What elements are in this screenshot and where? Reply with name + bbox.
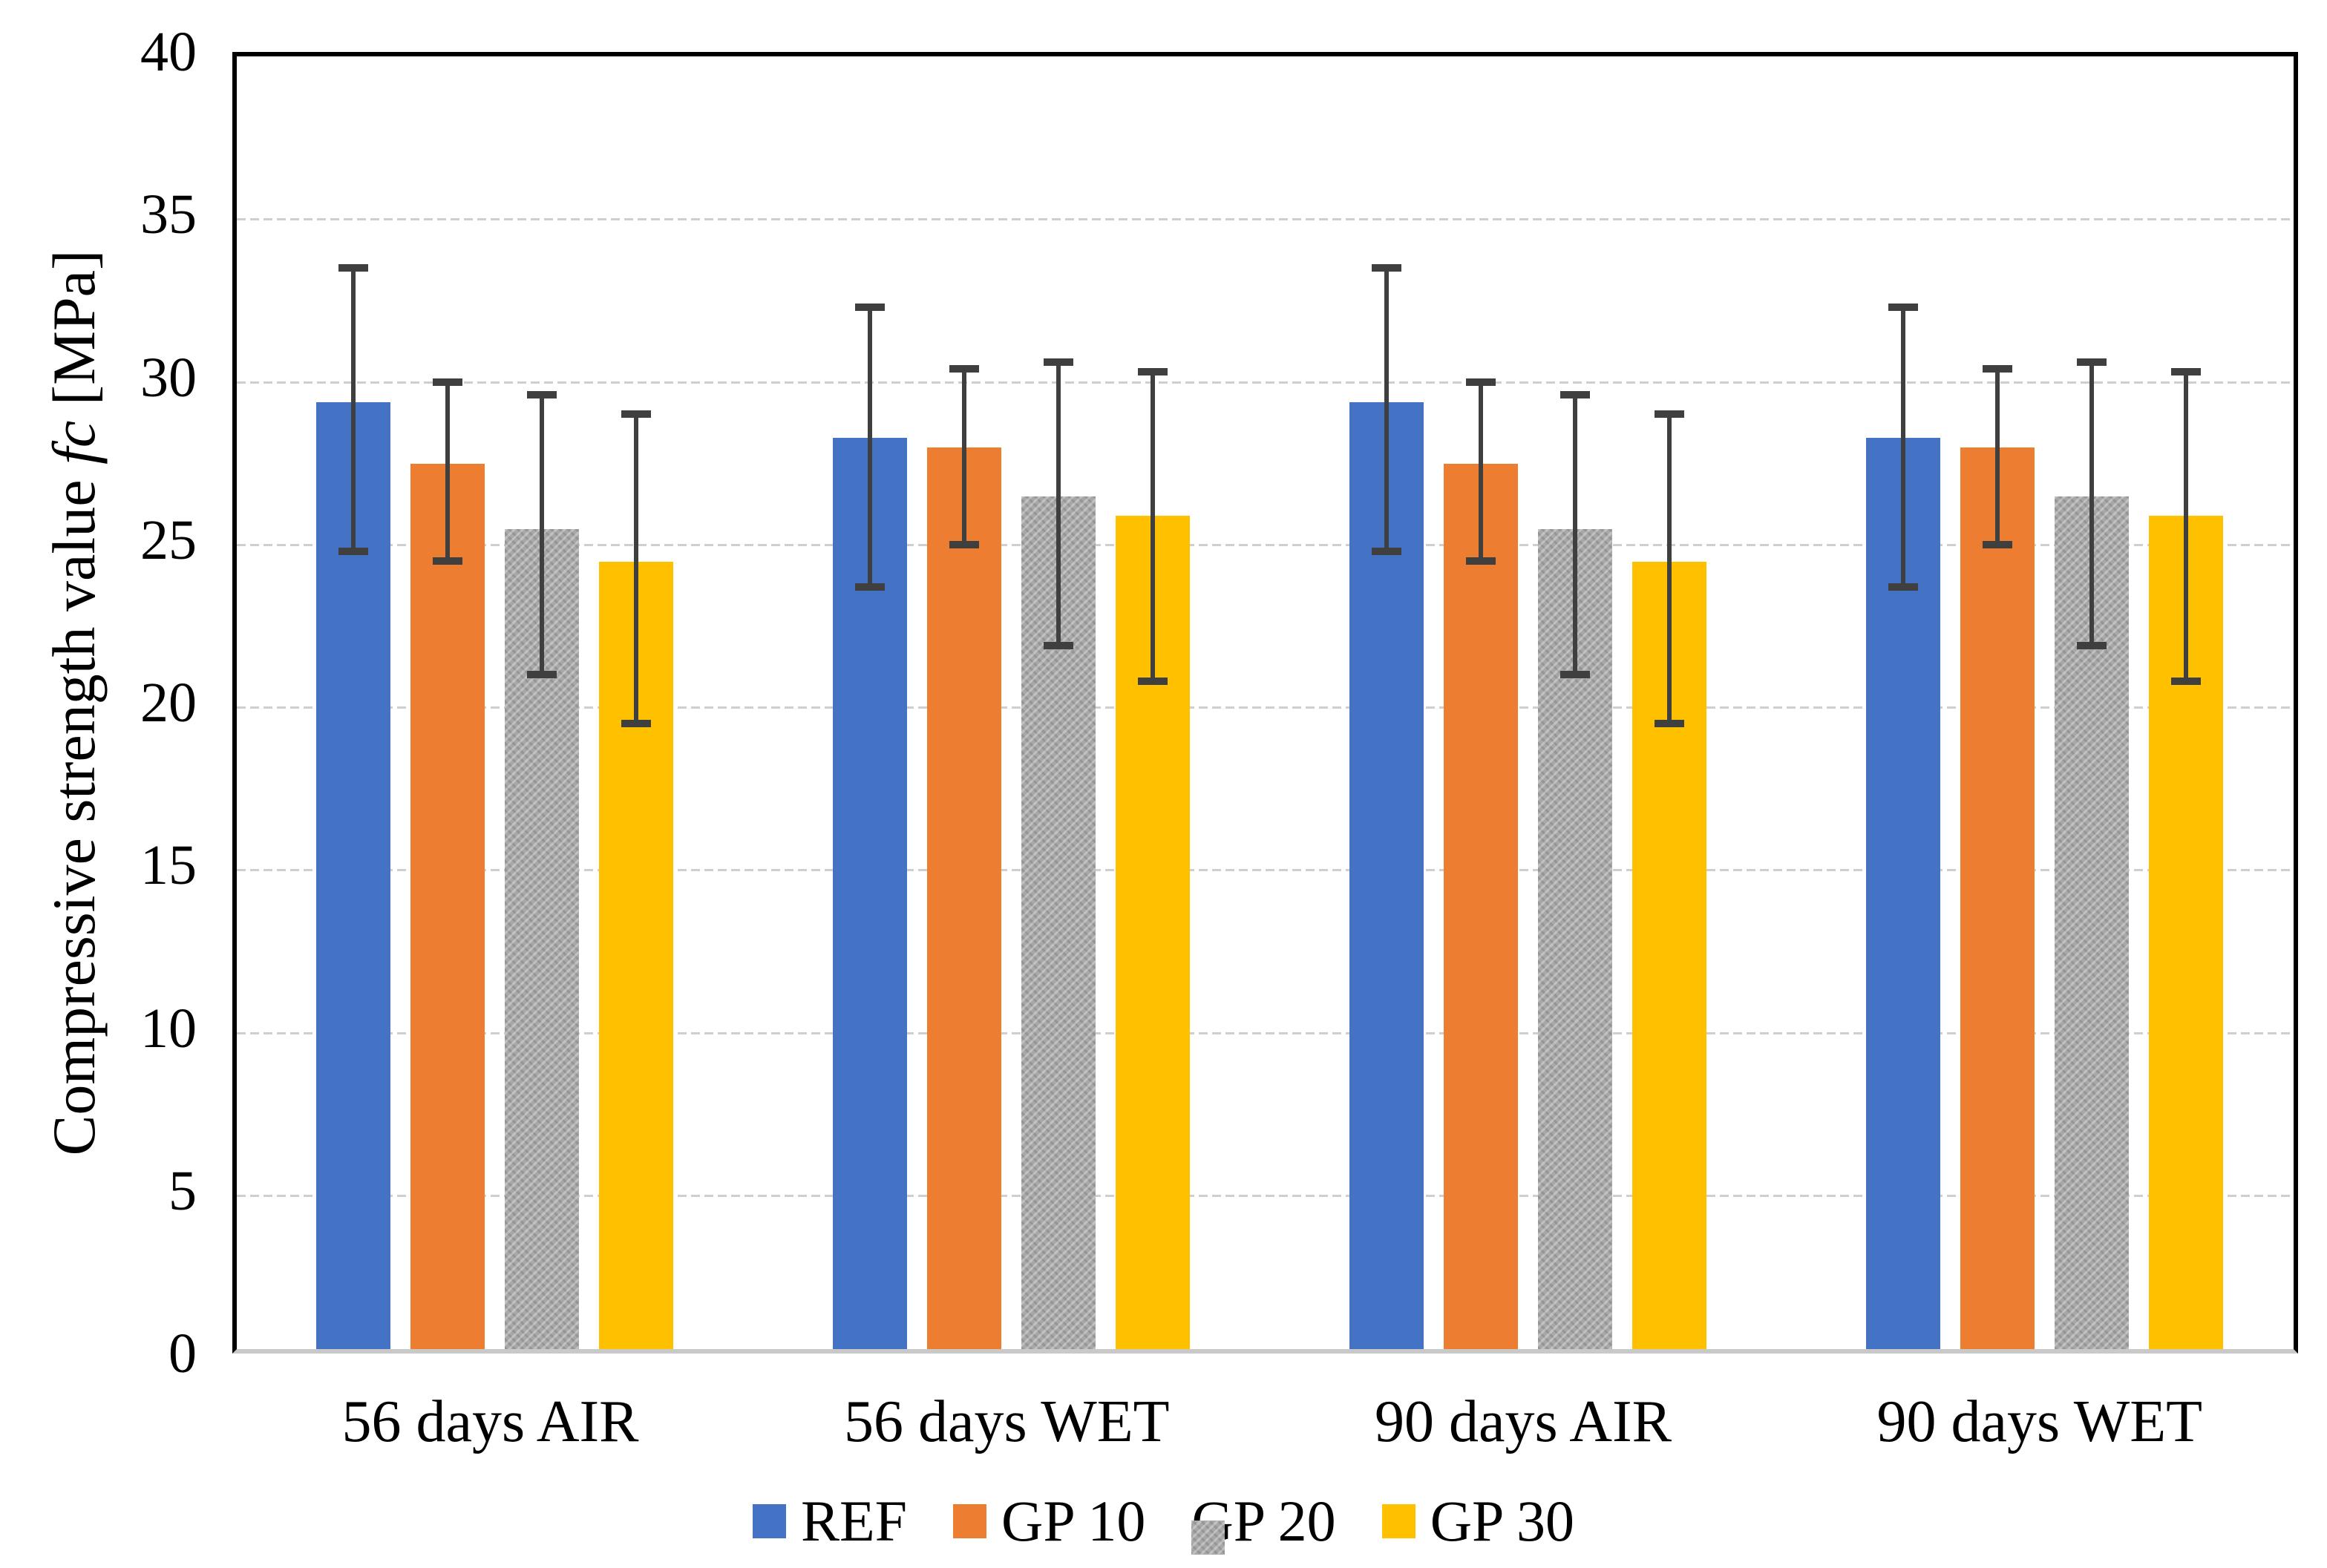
bar-gp-10-56-days-wet <box>927 447 1002 1349</box>
bar-ref-90-days-air <box>1349 401 1424 1349</box>
error-bar-ref-90-days-wet-cap-top <box>1888 303 1918 311</box>
error-bar-gp-30-90-days-air-cap-bottom <box>1654 719 1684 727</box>
error-bar-gp-10-56-days-wet-line <box>962 368 967 545</box>
legend-item-ref: REF <box>752 1488 908 1555</box>
error-bar-ref-56-days-wet-cap-top <box>855 303 886 311</box>
y-tick-label-35: 35 <box>140 183 197 246</box>
y-tick-label-10: 10 <box>140 997 197 1060</box>
gridline-30 <box>237 381 2294 384</box>
gridline-5 <box>237 1194 2294 1197</box>
error-bar-gp-30-56-days-air-line <box>634 414 639 724</box>
legend: REF GP 10 GP 20 GP 30 <box>0 1488 2327 1555</box>
error-bar-ref-90-days-air-cap-top <box>1371 264 1401 272</box>
x-axis-label-56-days-air: 56 days AIR <box>341 1389 639 1454</box>
y-tick-label-0: 0 <box>168 1322 197 1385</box>
error-bar-ref-56-days-wet-line <box>868 306 873 587</box>
error-bar-ref-56-days-air-line <box>351 268 356 551</box>
error-bar-gp-20-90-days-wet-cap-top <box>2076 358 2107 367</box>
legend-label-gp-10: GP 10 <box>1001 1489 1146 1553</box>
gridline-15 <box>237 869 2294 872</box>
gridline-10 <box>237 1031 2294 1034</box>
error-bar-gp-10-90-days-wet-cap-bottom <box>1982 540 2012 548</box>
error-bar-gp-30-56-days-air-cap-bottom <box>621 719 652 727</box>
bar-ref-56-days-air <box>316 401 391 1349</box>
error-bar-gp-10-90-days-air-line <box>1478 381 1483 561</box>
y-axis-title-fc: fc <box>40 420 108 465</box>
y-tick-label-20: 20 <box>140 672 197 734</box>
error-bar-gp-30-90-days-wet-cap-bottom <box>2170 677 2201 685</box>
error-bar-gp-20-90-days-wet-line <box>2089 362 2094 646</box>
error-bar-gp-30-56-days-wet-line <box>1151 372 1156 681</box>
gridline-25 <box>237 543 2294 546</box>
error-bar-gp-10-56-days-air-line <box>445 381 451 561</box>
error-bar-ref-90-days-air-cap-bottom <box>1371 547 1401 555</box>
gridline-20 <box>237 706 2294 709</box>
y-tick-label-40: 40 <box>140 21 197 83</box>
legend-marker-gp-10 <box>953 1504 987 1538</box>
error-bar-gp-20-56-days-wet-line <box>1056 362 1061 646</box>
error-bar-ref-56-days-wet-cap-bottom <box>855 583 886 591</box>
error-bar-gp-20-56-days-air-line <box>540 395 545 675</box>
error-bar-ref-56-days-air-cap-top <box>338 264 369 272</box>
error-bar-gp-20-90-days-wet-cap-bottom <box>2076 641 2107 649</box>
error-bar-gp-30-56-days-wet-cap-top <box>1138 368 1168 376</box>
error-bar-gp-10-90-days-wet-line <box>1994 368 2000 545</box>
legend-marker-ref <box>752 1504 786 1538</box>
error-bar-gp-10-90-days-air-cap-top <box>1465 378 1496 386</box>
error-bar-gp-30-90-days-wet-line <box>2183 372 2188 681</box>
gridline-35 <box>237 218 2294 221</box>
error-bar-gp-30-56-days-air-cap-top <box>621 410 652 419</box>
error-bar-gp-10-90-days-air-cap-bottom <box>1465 557 1496 565</box>
plot-area <box>232 52 2298 1354</box>
error-bar-ref-56-days-air-cap-bottom <box>338 547 369 555</box>
error-bar-gp-20-56-days-air-cap-bottom <box>527 671 557 679</box>
legend-marker-gp-20 <box>1191 1521 1225 1555</box>
x-axis-label-56-days-wet: 56 days WET <box>844 1389 1170 1454</box>
error-bar-gp-30-90-days-air-cap-top <box>1654 410 1684 419</box>
error-bar-gp-10-56-days-wet-cap-bottom <box>949 540 980 548</box>
legend-item-gp-10: GP 10 <box>953 1488 1145 1555</box>
error-bar-gp-10-90-days-wet-cap-top <box>1982 364 2012 373</box>
error-bar-gp-20-90-days-air-cap-bottom <box>1559 671 1590 679</box>
y-tick-label-25: 25 <box>140 508 197 571</box>
error-bar-gp-20-56-days-wet-cap-bottom <box>1044 641 1074 649</box>
error-bar-gp-10-56-days-wet-cap-top <box>949 364 980 373</box>
error-bar-gp-30-90-days-air-line <box>1666 414 1672 724</box>
bar-gp-20-90-days-air <box>1537 528 1612 1349</box>
error-bar-gp-20-56-days-air-cap-top <box>527 391 557 399</box>
error-bar-ref-90-days-air-line <box>1384 268 1389 551</box>
error-bar-ref-90-days-wet-cap-bottom <box>1888 583 1918 591</box>
bar-gp-10-56-days-air <box>410 464 485 1349</box>
y-tick-label-5: 5 <box>168 1159 197 1222</box>
bar-gp-10-90-days-wet <box>1960 447 2035 1349</box>
bar-gp-20-90-days-wet <box>2054 496 2129 1349</box>
error-bar-gp-30-56-days-wet-cap-bottom <box>1138 677 1168 685</box>
legend-item-gp-20: GP 20 <box>1191 1488 1336 1555</box>
error-bar-gp-20-90-days-air-line <box>1572 395 1577 675</box>
legend-marker-gp-30 <box>1381 1504 1415 1538</box>
legend-label-gp-30: GP 30 <box>1430 1489 1575 1553</box>
bar-gp-10-90-days-air <box>1443 464 1518 1349</box>
y-tick-label-30: 30 <box>140 346 197 409</box>
legend-item-gp-30: GP 30 <box>1381 1488 1575 1555</box>
error-bar-gp-30-90-days-wet-cap-top <box>2170 368 2201 376</box>
error-bar-gp-20-56-days-wet-cap-top <box>1044 358 1074 367</box>
error-bar-gp-10-56-days-air-cap-bottom <box>433 557 463 565</box>
error-bar-gp-10-56-days-air-cap-top <box>433 378 463 386</box>
y-tick-label-15: 15 <box>140 834 197 897</box>
error-bar-ref-90-days-wet-line <box>1900 306 1905 587</box>
legend-label-ref: REF <box>800 1489 908 1553</box>
error-bar-gp-20-90-days-air-cap-top <box>1559 391 1590 399</box>
x-axis-label-90-days-air: 90 days AIR <box>1375 1389 1672 1454</box>
x-axis-label-90-days-wet: 90 days WET <box>1876 1389 2202 1454</box>
